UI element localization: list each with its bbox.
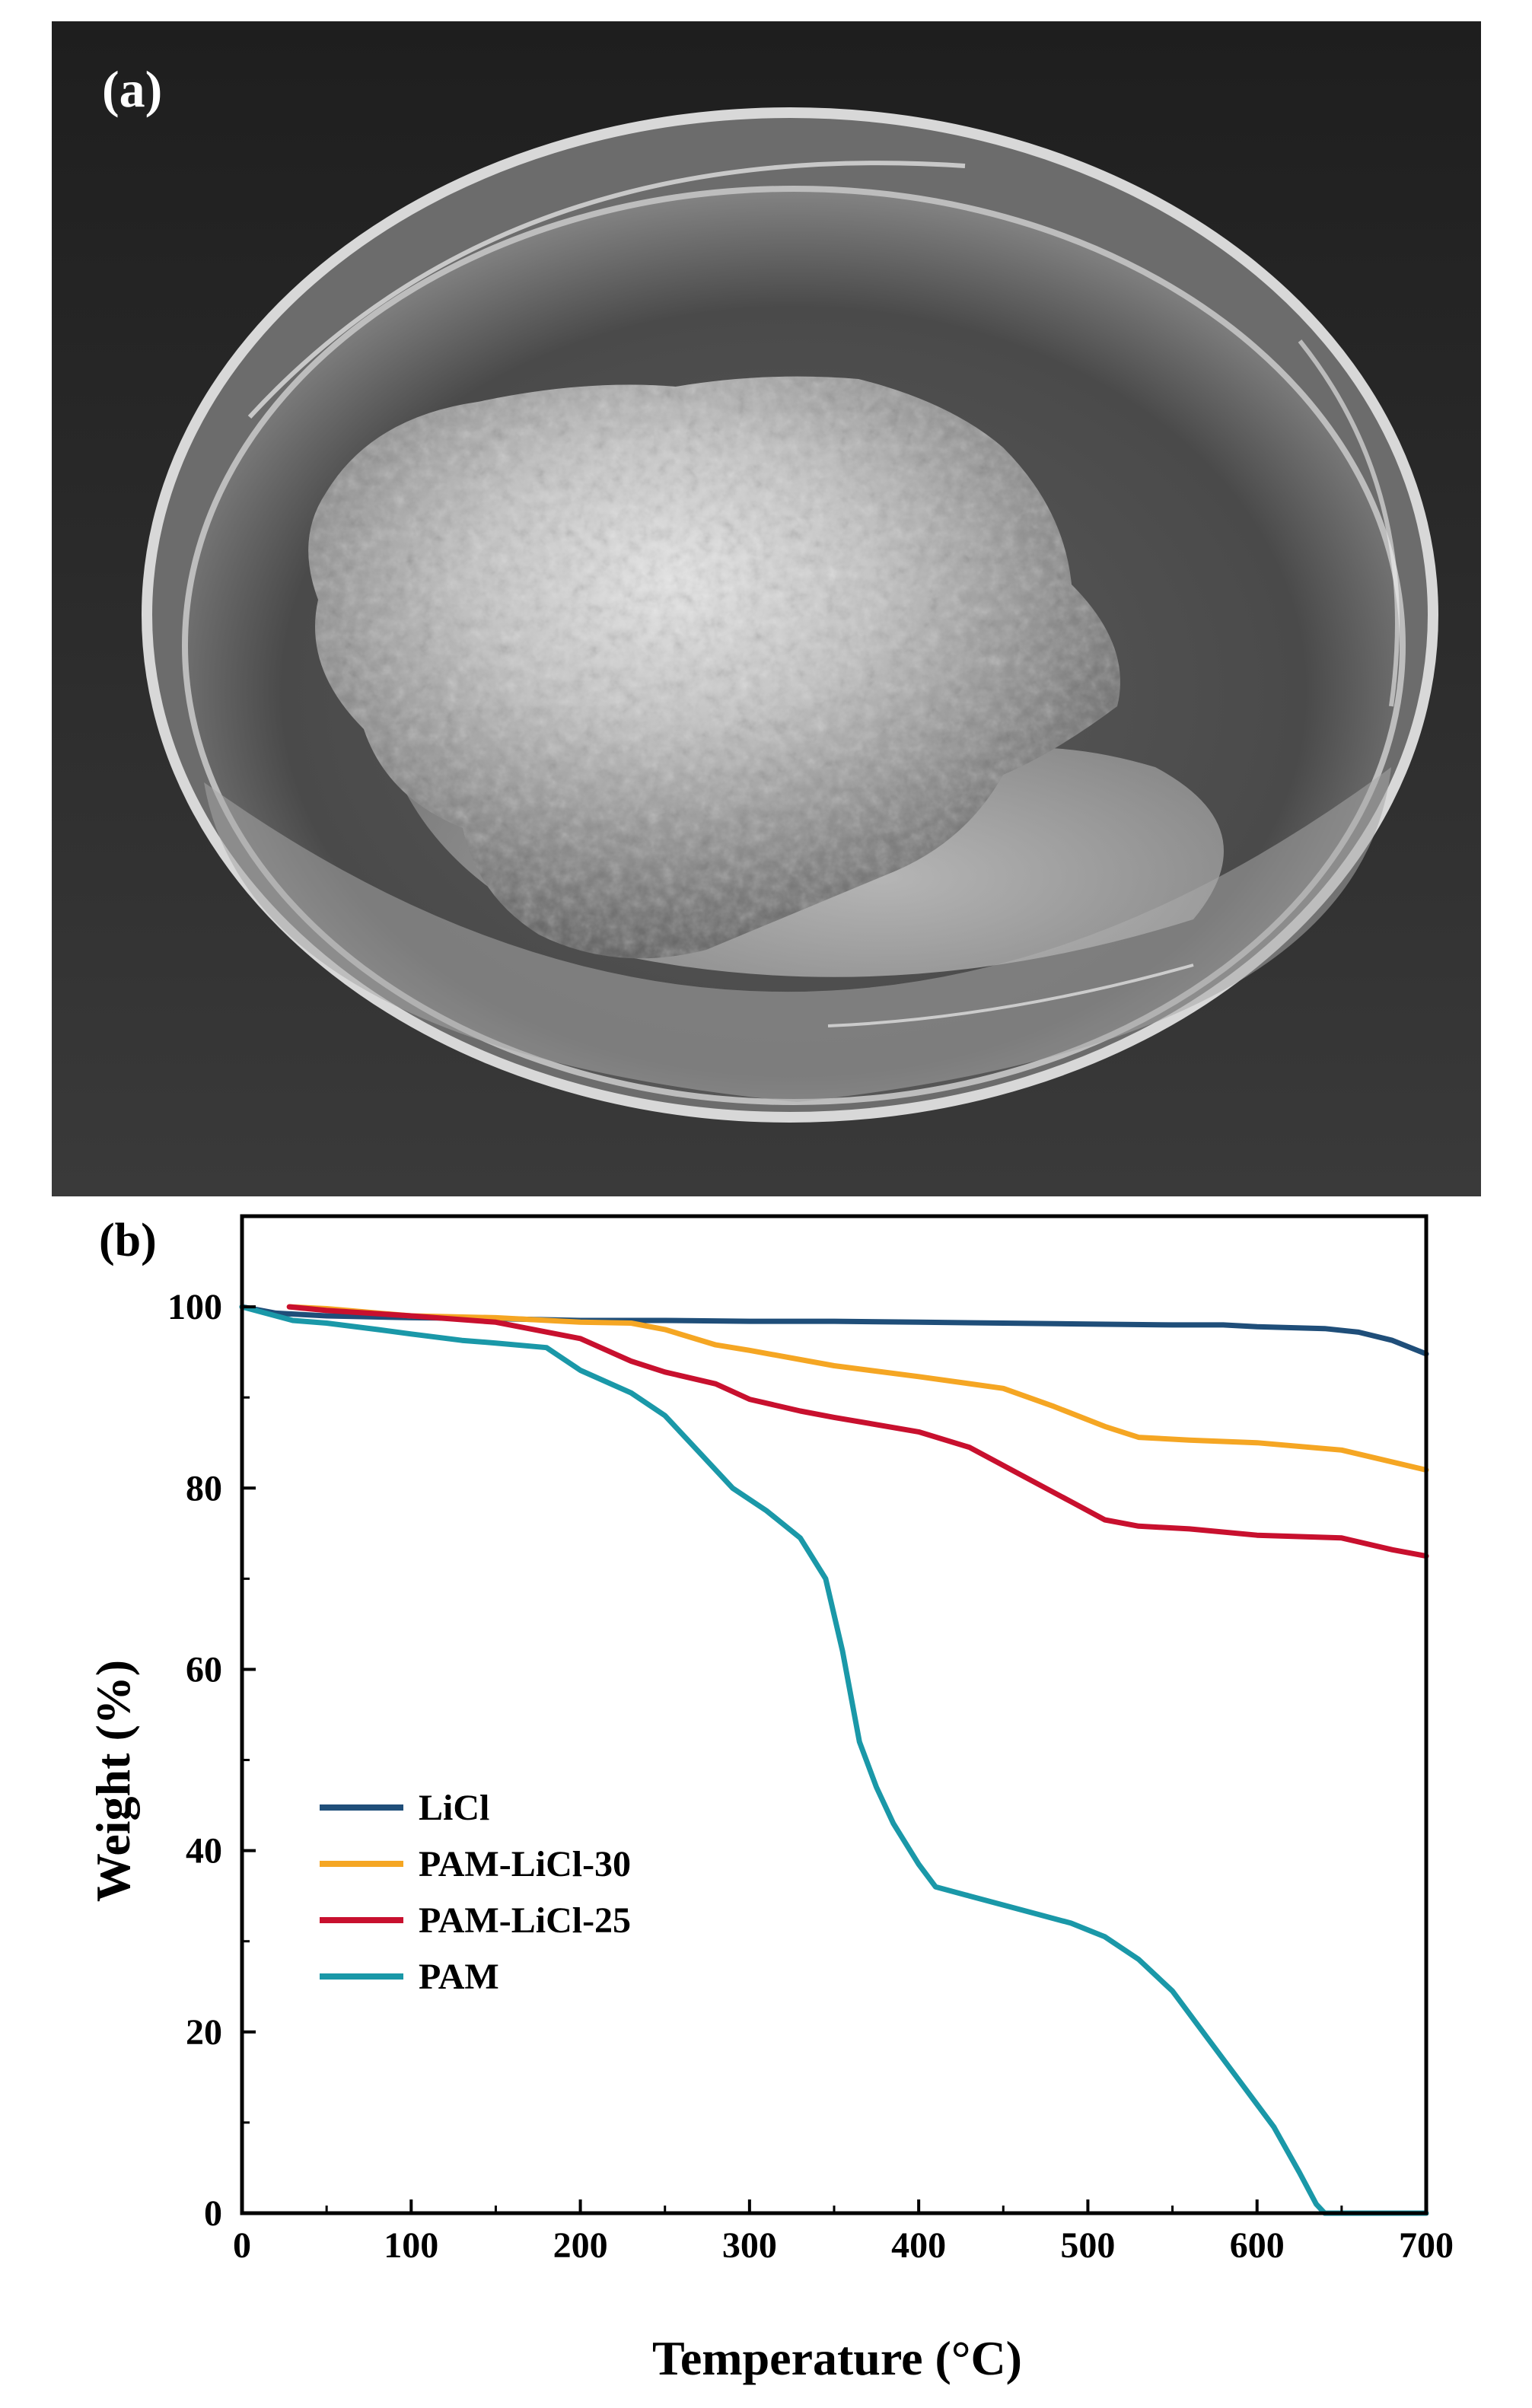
legend-label-licl: LiCl bbox=[419, 1788, 489, 1828]
legend-label-pam: PAM bbox=[419, 1957, 499, 1997]
legend-label-pam-licl-30: PAM-LiCl-30 bbox=[419, 1844, 631, 1884]
y-tick-label: 40 bbox=[186, 1831, 222, 1871]
series-line-pam-licl-25 bbox=[286, 1304, 1429, 1559]
x-tick-label: 600 bbox=[1230, 2225, 1285, 2266]
y-tick-label: 0 bbox=[204, 2193, 222, 2234]
y-axis-title: Weight (%) bbox=[86, 1660, 140, 1902]
series-line-pam bbox=[239, 1304, 1429, 2216]
x-tick-label: 100 bbox=[384, 2225, 438, 2266]
legend: LiCl PAM-LiCl-30 PAM-LiCl-25 PAM bbox=[320, 1788, 631, 1997]
panel-b-label: (b) bbox=[99, 1215, 157, 1266]
x-tick-label: 200 bbox=[553, 2225, 608, 2266]
x-tick-label: 700 bbox=[1399, 2225, 1454, 2266]
x-tick-label: 0 bbox=[233, 2225, 251, 2266]
series-layer bbox=[239, 1304, 1429, 2216]
y-tick-label: 20 bbox=[186, 2012, 222, 2053]
panel-a-label: (a) bbox=[102, 60, 162, 118]
x-tick-label: 400 bbox=[891, 2225, 946, 2266]
y-tick-label: 60 bbox=[186, 1649, 222, 1690]
axes-layer: 0 100 200 300 400 500 600 700 0 20 40 60 80 100 bbox=[167, 1214, 1454, 2266]
x-axis-title: Temperature (°C) bbox=[652, 2331, 1022, 2385]
legend-label-pam-licl-25: PAM-LiCl-25 bbox=[419, 1900, 631, 1941]
photo-panel: (a) bbox=[52, 21, 1481, 1196]
petri-dish-photo: (a) bbox=[52, 21, 1481, 1196]
x-tick-label: 500 bbox=[1060, 2225, 1115, 2266]
x-tick-label: 300 bbox=[722, 2225, 777, 2266]
series-line-pam-licl-30 bbox=[286, 1304, 1429, 1473]
tga-chart: (b) 0 100 200 300 400 500 600 700 0 20 40 60 80 100 L… bbox=[86, 1214, 1454, 2385]
chart-panel: (b) 0 100 200 300 400 500 600 700 0 20 40 60 80 100 L… bbox=[0, 1202, 1532, 2404]
y-tick-label: 80 bbox=[186, 1468, 222, 1508]
y-tick-label: 100 bbox=[167, 1287, 222, 1327]
